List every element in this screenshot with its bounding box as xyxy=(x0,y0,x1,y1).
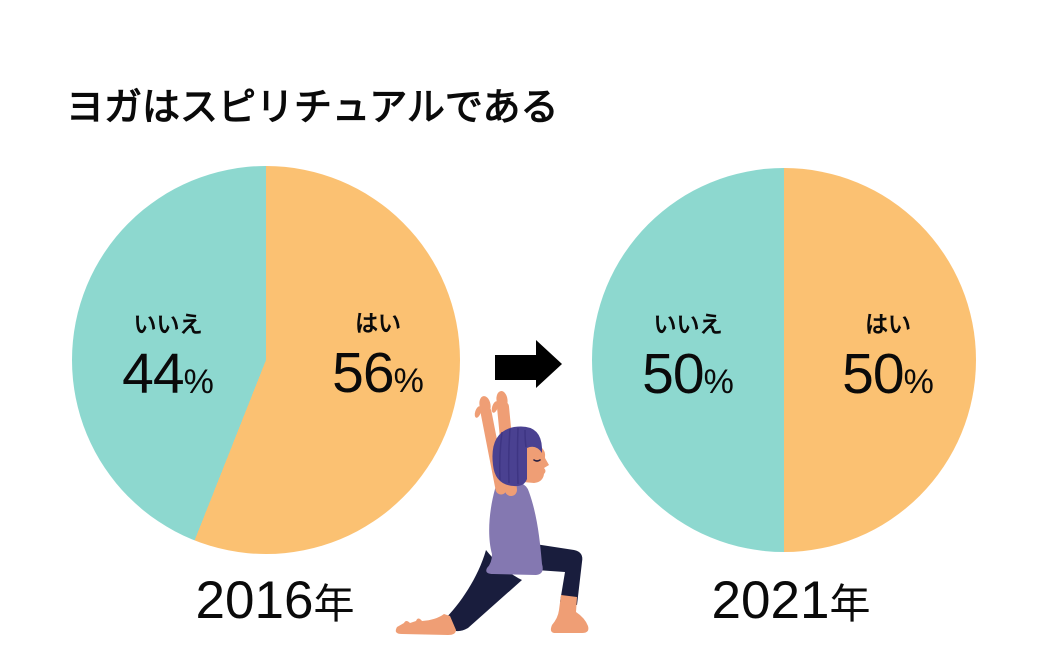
pie-2021-yes-slice-label: はい 50% xyxy=(820,310,956,412)
percent-sign: % xyxy=(703,363,734,401)
pie-chart-2021: いいえ 50% はい 50% xyxy=(592,168,976,552)
pie-2016-no-slice-label: いいえ 44% xyxy=(100,310,236,412)
arrow-shaft xyxy=(495,355,536,380)
percent-sign: % xyxy=(183,363,214,401)
pie-2021-no-category: いいえ xyxy=(653,311,723,337)
pie-2016-yes-slice-label: はい 56% xyxy=(310,309,446,411)
percent-sign: % xyxy=(393,362,424,400)
pie-2016-no-value: 44% xyxy=(122,342,214,406)
yoga-pose-illustration xyxy=(395,391,589,635)
pie-2021-yes-category: はい xyxy=(865,311,911,337)
pie-2021-yes-value: 50% xyxy=(842,342,934,406)
arrow-head xyxy=(536,340,562,388)
pie-2016-yes-category: はい xyxy=(355,310,401,336)
pie-2016-no-category: いいえ xyxy=(133,311,203,337)
pie-2021-no-value: 50% xyxy=(642,342,734,406)
percent-sign: % xyxy=(903,363,934,401)
pie-2021-year-label: 2021年 xyxy=(711,571,871,630)
pie-2016-year-label: 2016年 xyxy=(195,571,355,630)
pie-2016-yes-value: 56% xyxy=(332,341,424,405)
pie-2021-no-slice-label: いいえ 50% xyxy=(620,310,756,412)
chart-title: ヨガはスピリチュアルである xyxy=(66,87,559,129)
pie-chart-2016: いいえ 44% はい 56% xyxy=(72,166,460,554)
arrow-right-icon xyxy=(495,340,562,388)
